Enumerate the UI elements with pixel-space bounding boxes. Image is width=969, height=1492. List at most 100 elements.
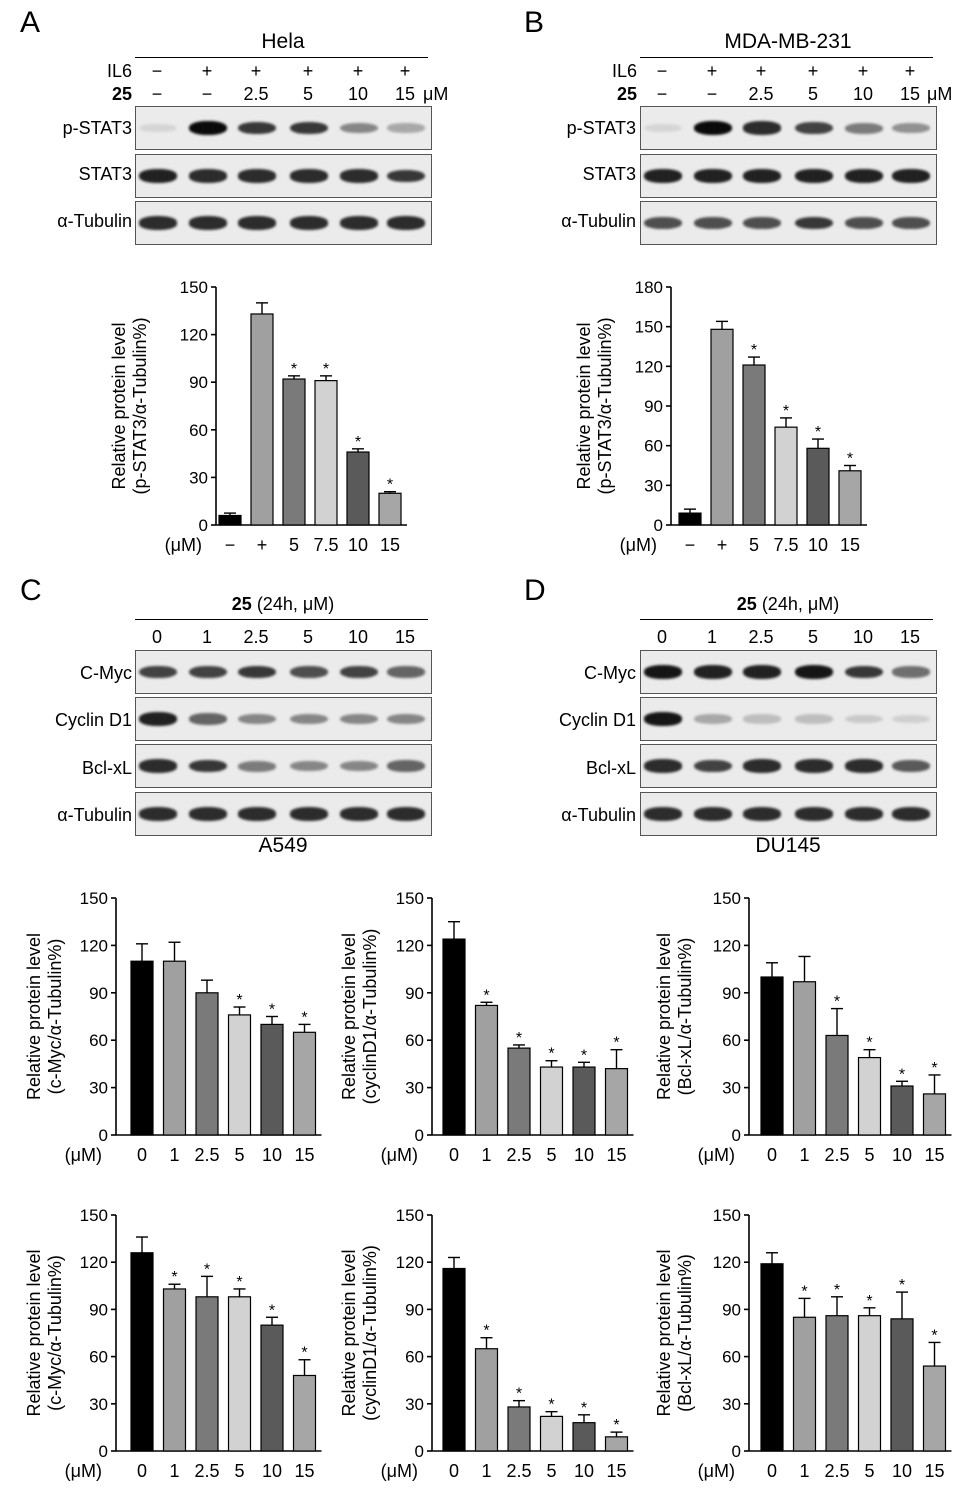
bar-7-5 (922, 1365, 947, 1452)
band-d-0-2 (743, 665, 781, 679)
y-tick-label-7-4: 120 (713, 1253, 741, 1272)
cell-line-hela: Hela (261, 30, 305, 53)
band-a-1-4 (340, 169, 378, 183)
band-d-3-1 (694, 807, 732, 821)
dose-lane-b-5: 15 (899, 84, 921, 104)
band-c-1-4 (340, 713, 378, 725)
bar-1-5 (838, 470, 862, 526)
x-tick-label-7-0: 0 (767, 1461, 777, 1481)
blot-label-bclxl-c: Bcl-xL (81, 758, 132, 778)
band-b-1-4 (845, 169, 883, 183)
y-axis-label-1-1: (p-STAT3/α-Tubulin%) (595, 317, 615, 494)
significance-star-0-3: * (323, 361, 329, 378)
x-tick-label-7-2: 2.5 (824, 1461, 849, 1481)
x-tick-label-4-3: 5 (864, 1145, 874, 1165)
bar-7-3 (857, 1315, 882, 1452)
x-tick-label-5-5: 15 (294, 1461, 314, 1481)
band-d-1-0 (644, 712, 682, 726)
band-c-0-5 (387, 666, 425, 678)
bar-5-1 (162, 1288, 187, 1452)
y-axis-label-7-0: Relative protein level (654, 1249, 674, 1416)
conc-lane-d-2: 2.5 (748, 627, 774, 647)
blot-pstat3-b (640, 106, 937, 150)
compound-number-d: 25 (736, 594, 757, 614)
band-c-3-5 (387, 807, 425, 821)
x-tick-label-6-5: 15 (606, 1461, 626, 1481)
y-axis-label-0-0: Relative protein level (109, 322, 129, 489)
x-tick-label-0-3: 7.5 (313, 535, 338, 555)
dose-lane-a-1: − (201, 84, 213, 104)
bar-6-4 (572, 1422, 596, 1452)
band-c-0-4 (340, 665, 378, 679)
band-a-1-1 (189, 169, 227, 183)
y-axis-label-6-1: (cyclinD1/α-Tubulin%) (360, 1245, 380, 1421)
significance-star-2-5: * (301, 1009, 307, 1026)
x-tick-label-1-5: 15 (840, 535, 860, 555)
blot-label-pstat3-a: p-STAT3 (62, 118, 132, 138)
x-tick-label-1-1: + (717, 535, 728, 555)
band-c-2-2 (238, 760, 276, 772)
blot-label-tubulin-c: α-Tubulin (57, 805, 132, 825)
y-tick-label-0-0: 0 (199, 516, 208, 535)
bar-6-1 (474, 1348, 499, 1452)
x-tick-label-2-0: 0 (137, 1145, 147, 1165)
panel-letter-a: A (20, 6, 41, 39)
x-tick-label-3-2: 2.5 (506, 1145, 531, 1165)
blot-bclxl-d (640, 744, 937, 788)
bar-5-3 (227, 1296, 252, 1452)
band-b-2-4 (845, 216, 883, 230)
band-a-2-5 (387, 216, 425, 230)
bar-3-0 (442, 938, 466, 1136)
x-tick-label-4-5: 15 (924, 1145, 944, 1165)
dose-lane-b-1: − (706, 84, 718, 104)
x-tick-label-4-0: 0 (767, 1145, 777, 1165)
band-a-2-1 (189, 216, 227, 230)
band-c-3-2 (238, 807, 276, 821)
blot-label-tubulin-b: α-Tubulin (561, 211, 636, 231)
significance-star-6-5: * (613, 1417, 619, 1434)
conc-lane-d-4: 10 (852, 627, 874, 647)
dose-lane-a-0: − (151, 84, 163, 104)
il6-lane-a-1: + (201, 61, 213, 81)
y-tick-label-6-2: 60 (405, 1348, 424, 1367)
bar-4-5 (922, 1093, 947, 1136)
bar-5-5 (292, 1374, 317, 1452)
x-tick-label-2-1: 1 (169, 1145, 179, 1165)
x-tick-label-2-2: 2.5 (194, 1145, 219, 1165)
band-b-0-0 (644, 123, 682, 133)
band-a-2-3 (290, 216, 328, 230)
blot-label-stat3-a: STAT3 (78, 164, 132, 184)
significance-star-2-4: * (269, 1002, 275, 1019)
dose-lane-a-3: 5 (302, 84, 313, 104)
x-tick-label-1-3: 7.5 (773, 535, 798, 555)
significance-star-0-4: * (355, 434, 361, 451)
band-d-3-3 (795, 807, 833, 821)
y-tick-label-2-1: 30 (89, 1079, 108, 1098)
band-c-3-0 (139, 807, 177, 821)
y-axis-label-3-1: (cyclinD1/α-Tubulin%) (360, 929, 380, 1105)
bar-0-5 (378, 492, 402, 526)
band-b-0-5 (892, 122, 930, 134)
band-a-1-5 (387, 169, 425, 183)
band-b-1-5 (892, 169, 930, 183)
header-rule-c (135, 619, 428, 620)
blot-tubulin-a (135, 201, 432, 245)
il6-lane-a-0: − (151, 61, 163, 81)
cell-line-mda: MDA-MB-231 (724, 30, 852, 53)
y-tick-label-4-5: 150 (713, 889, 741, 908)
band-b-2-1 (694, 216, 732, 230)
blot-label-cyclind1-c: Cyclin D1 (54, 710, 132, 730)
x-tick-label-5-1: 1 (169, 1461, 179, 1481)
y-tick-label-2-3: 90 (89, 984, 108, 1003)
y-axis-label-4-0: Relative protein level (654, 933, 674, 1100)
x-tick-label-6-0: 0 (449, 1461, 459, 1481)
significance-star-7-3: * (866, 1293, 872, 1310)
band-c-0-1 (189, 665, 227, 679)
bar-3-5 (604, 1068, 629, 1136)
conc-lane-c-2: 2.5 (243, 627, 269, 647)
band-d-1-4 (845, 714, 883, 724)
x-tick-label-3-4: 10 (574, 1145, 594, 1165)
